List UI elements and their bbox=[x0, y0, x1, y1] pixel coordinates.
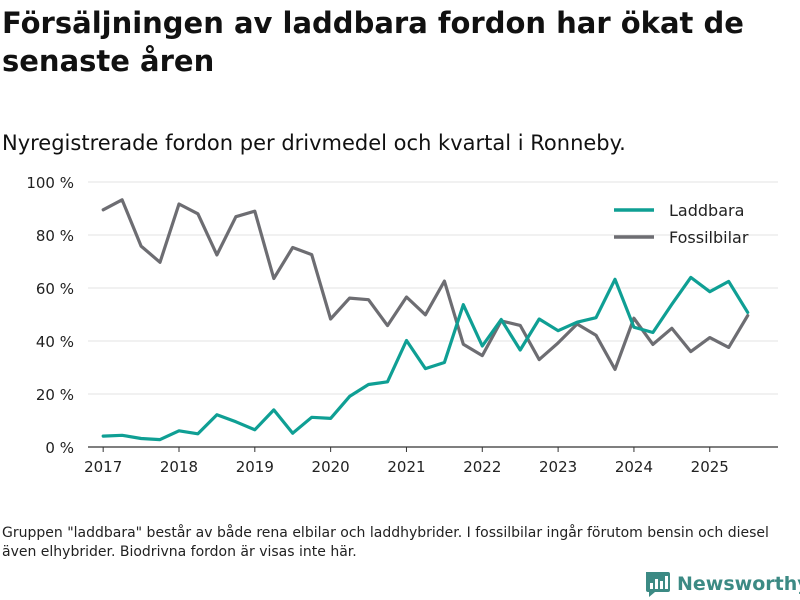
x-tick-label: 2019 bbox=[236, 458, 274, 476]
y-tick-label: 80 % bbox=[36, 227, 74, 245]
y-tick-label: 100 % bbox=[26, 174, 74, 192]
line-chart: 0 % 20 % 40 % 60 % 80 % 100 % 2017 2018 2019 2020… bbox=[26, 174, 778, 476]
y-tick-label: 40 % bbox=[36, 333, 74, 351]
footnote: Gruppen "laddbara" består av både rena e… bbox=[2, 525, 769, 560]
chart-subtitle: Nyregistrerade fordon per drivmedel och … bbox=[2, 131, 626, 155]
x-tick-label: 2023 bbox=[539, 458, 577, 476]
x-tick-label: 2022 bbox=[463, 458, 501, 476]
y-tick-label: 60 % bbox=[36, 280, 74, 298]
newsworthy-logo-text: Newsworthy bbox=[677, 573, 800, 595]
x-tick-label: 2020 bbox=[312, 458, 350, 476]
newsworthy-logo-icon bbox=[646, 572, 670, 597]
x-tick-label: 2017 bbox=[84, 458, 122, 476]
newsworthy-logo[interactable]: Newsworthy bbox=[645, 569, 800, 599]
x-tick-label: 2021 bbox=[387, 458, 425, 476]
x-tick-label: 2024 bbox=[615, 458, 653, 476]
series-line-fossilbilar bbox=[101, 198, 750, 371]
legend-label-laddbara: Laddbara bbox=[669, 201, 744, 220]
x-tick-label: 2025 bbox=[691, 458, 729, 476]
series-line-laddbara bbox=[101, 275, 750, 442]
x-tick-label: 2018 bbox=[160, 458, 198, 476]
y-tick-label: 20 % bbox=[36, 386, 74, 404]
legend-label-fossilbilar: Fossilbilar bbox=[669, 228, 749, 247]
y-tick-label: 0 % bbox=[45, 439, 74, 457]
chart-title: Försäljningen av laddbara fordon har öka… bbox=[2, 6, 744, 78]
